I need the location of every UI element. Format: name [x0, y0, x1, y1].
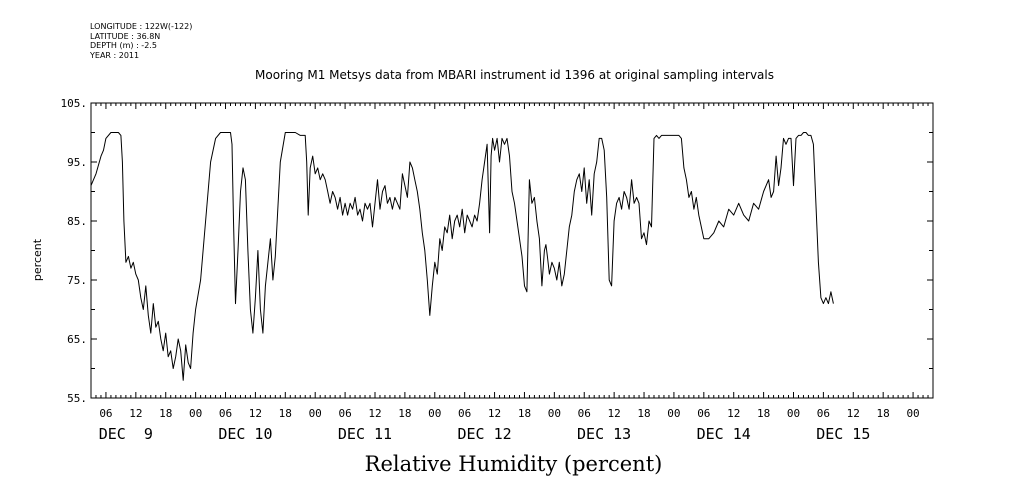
plot-border	[90, 102, 934, 399]
plot-frame	[90, 102, 934, 399]
x-tick-label: 00	[787, 407, 800, 420]
y-tick-label: 85.	[67, 215, 87, 228]
x-day-label: DEC 13	[577, 425, 631, 443]
x-day-label: DEC 15	[816, 425, 870, 443]
y-tick-label: 55.	[67, 392, 87, 405]
x-axis-label: Relative Humidity (percent)	[364, 452, 663, 476]
x-tick-label: 00	[667, 407, 680, 420]
x-tick-label: 18	[757, 407, 770, 420]
x-axis: 06 12 18 00 06 12 18 00 06 12 18 00 06 12 18 00 06 12 18 00…	[90, 103, 934, 443]
x-tick-label: 06	[338, 407, 351, 420]
y-tick-label: 95.	[67, 156, 87, 169]
x-tick-label: 12	[608, 407, 621, 420]
x-tick-label: 06	[99, 407, 112, 420]
x-tick-label: 18	[877, 407, 890, 420]
x-tick-label: 00	[309, 407, 322, 420]
x-tick-label: 00	[189, 407, 202, 420]
longitude-text: LONGITUDE : 122W(-122)	[90, 22, 193, 31]
y-tick-label: 105.	[61, 97, 88, 110]
y-axis: 55. 65. 75. 85. 95. 105.	[61, 97, 933, 405]
x-day-label: DEC 14	[697, 425, 751, 443]
chart-title: Mooring M1 Metsys data from MBARI instru…	[255, 68, 774, 82]
x-tick-label: 18	[159, 407, 172, 420]
x-tick-label: 12	[129, 407, 142, 420]
x-tick-label: 06	[219, 407, 232, 420]
latitude-text: LATITUDE : 36.8N	[90, 31, 161, 41]
x-tick-label: 00	[428, 407, 441, 420]
x-tick-label: 06	[578, 407, 591, 420]
year-text: YEAR : 2011	[90, 50, 140, 60]
x-tick-label: 12	[847, 407, 860, 420]
x-tick-label: 12	[249, 407, 262, 420]
x-tick-label: 00	[548, 407, 561, 420]
x-tick-label: 12	[488, 407, 501, 420]
x-tick-label: 06	[817, 407, 830, 420]
y-tick-label: 75.	[67, 274, 87, 287]
y-tick-label: 65.	[67, 333, 87, 346]
x-day-label: DEC 12	[457, 425, 511, 443]
x-tick-label: 12	[368, 407, 381, 420]
x-tick-label: 06	[697, 407, 710, 420]
x-tick-label: 18	[637, 407, 650, 420]
x-tick-label: 12	[727, 407, 740, 420]
humidity-series-line	[90, 132, 834, 381]
x-day-label: DEC 10	[218, 425, 272, 443]
series-layer	[90, 132, 834, 381]
x-tick-label: 06	[458, 407, 471, 420]
x-tick-label: 18	[279, 407, 292, 420]
x-tick-label: 00	[906, 407, 919, 420]
x-day-label: DEC 9	[99, 425, 153, 443]
x-day-label: DEC 11	[338, 425, 392, 443]
depth-text: DEPTH (m) : -2.5	[90, 41, 157, 51]
station-metadata: LONGITUDE : 122W(-122) LATITUDE : 36.8N …	[90, 22, 192, 60]
y-axis-label: percent	[31, 238, 44, 281]
x-tick-label: 18	[518, 407, 531, 420]
x-tick-label: 18	[398, 407, 411, 420]
